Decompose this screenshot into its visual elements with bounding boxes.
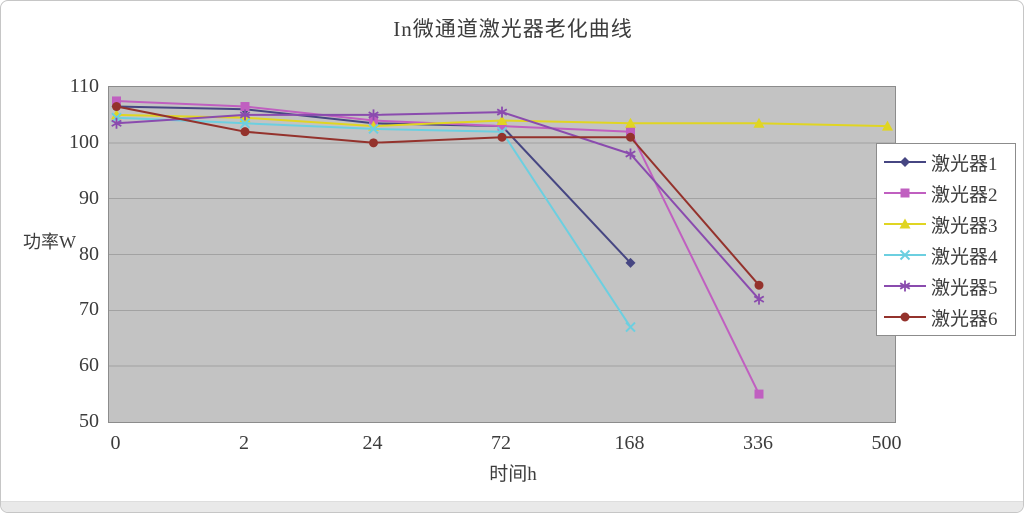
series-激光器2 <box>112 96 764 399</box>
legend-marker-square <box>884 188 926 198</box>
legend-marker-diamond <box>884 157 926 167</box>
x-tick-label: 336 <box>743 432 773 454</box>
square-marker <box>900 188 910 198</box>
y-tick-label: 110 <box>69 75 99 97</box>
triangle-marker <box>496 115 508 125</box>
chart-title: In微通道激光器老化曲线 <box>393 17 633 41</box>
y-tick-label: 90 <box>79 186 99 209</box>
x-tick-label: 500 <box>871 432 902 454</box>
circle-marker <box>626 132 635 142</box>
legend-item-激光器1: 激光器1 <box>877 147 1015 178</box>
legend-item-激光器5: 激光器5 <box>877 271 1015 302</box>
asterisk-marker <box>625 148 636 160</box>
x-tick-label: 72 <box>491 432 511 454</box>
x-tick-label: 168 <box>614 432 645 454</box>
x-marker <box>368 123 379 135</box>
legend-label: 激光器1 <box>931 153 998 175</box>
circle-marker <box>240 127 250 137</box>
x-marker <box>625 321 636 333</box>
y-tick-label: 100 <box>69 130 99 153</box>
x-tick-label: 0 <box>110 432 121 454</box>
triangle-marker <box>882 120 893 131</box>
x-marker <box>899 249 911 261</box>
chart-canvas <box>109 96 895 399</box>
legend-marker-asterisk <box>884 280 926 292</box>
square-marker <box>754 389 764 399</box>
diamond-marker <box>625 257 636 268</box>
asterisk-marker <box>368 109 379 121</box>
legend-item-激光器4: 激光器4 <box>877 240 1015 271</box>
legend: 激光器1 激光器2 激光器3 激光器4 激光器5 激光器6 <box>876 143 1016 336</box>
circle-marker <box>497 132 507 142</box>
legend-label: 激光器2 <box>931 184 998 206</box>
x-axis-label: 时间h <box>489 464 537 485</box>
asterisk-marker <box>753 293 765 305</box>
diamond-marker <box>900 157 910 167</box>
legend-label: 激光器3 <box>931 215 998 237</box>
triangle-marker <box>753 117 765 128</box>
series-激光器5 <box>111 106 765 305</box>
circle-marker <box>754 280 764 290</box>
triangle-marker <box>899 218 911 229</box>
asterisk-marker <box>496 106 508 118</box>
legend-label: 激光器4 <box>931 246 998 268</box>
square-marker <box>240 102 250 112</box>
asterisk-marker <box>899 280 911 292</box>
legend-item-激光器2: 激光器2 <box>877 178 1015 209</box>
legend-item-激光器6: 激光器6 <box>877 302 1015 333</box>
x-marker <box>239 118 251 129</box>
square-marker <box>626 127 635 137</box>
y-tick-label: 70 <box>79 298 99 321</box>
square-marker <box>369 116 378 125</box>
y-tick-label: 50 <box>79 410 99 432</box>
asterisk-marker <box>111 117 122 129</box>
legend-marker-circle <box>884 312 926 322</box>
triangle-marker <box>625 117 636 128</box>
series-激光器6 <box>112 102 764 290</box>
y-tick-label: 60 <box>79 354 99 377</box>
bottom-edge-strip <box>1 501 1023 512</box>
x-tick-label: 24 <box>362 432 383 454</box>
circle-marker <box>112 102 121 112</box>
square-marker <box>112 96 121 106</box>
y-axis-label: 功率W <box>23 232 76 252</box>
legend-marker-triangle <box>884 218 926 229</box>
legend-item-激光器3: 激光器3 <box>877 209 1015 240</box>
square-marker <box>497 121 507 131</box>
legend-label: 激光器6 <box>931 308 998 330</box>
x-tick-label: 2 <box>239 432 249 454</box>
asterisk-marker <box>239 109 251 121</box>
plot-area <box>108 86 896 423</box>
legend-label: 激光器5 <box>931 277 998 299</box>
y-tick-label: 80 <box>79 242 99 265</box>
legend-marker-x <box>884 249 926 261</box>
circle-marker <box>900 312 910 322</box>
circle-marker <box>369 138 378 148</box>
